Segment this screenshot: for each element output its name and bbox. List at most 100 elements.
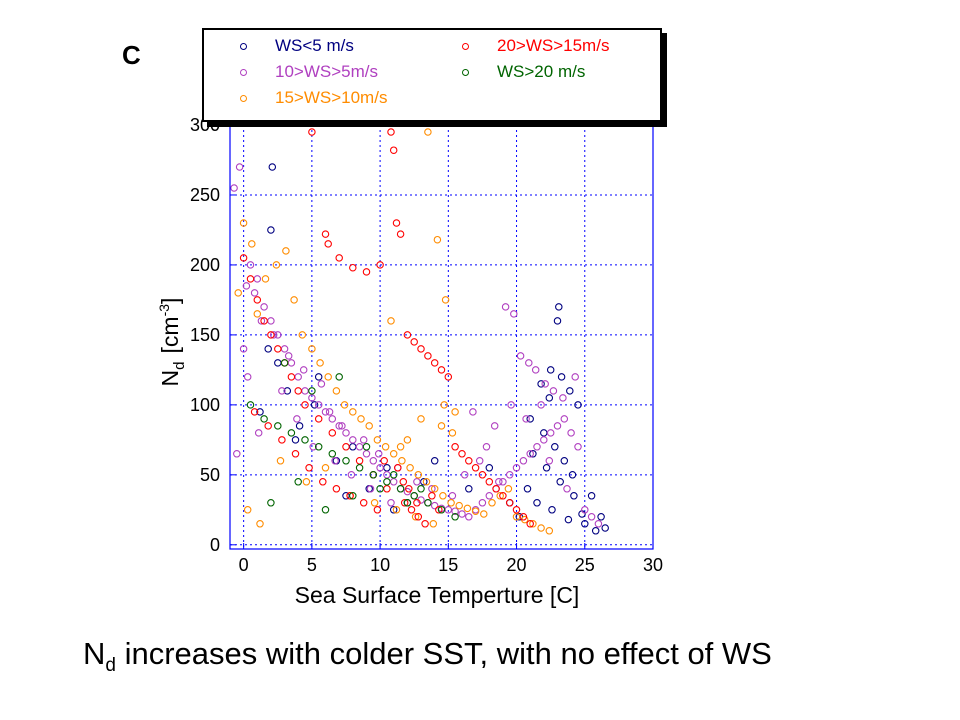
data-point	[581, 506, 589, 514]
data-point	[387, 499, 395, 507]
data-point	[522, 415, 530, 423]
plot-border	[229, 124, 654, 550]
data-point	[290, 296, 298, 304]
data-point	[246, 261, 255, 269]
data-point	[433, 235, 442, 244]
data-point	[591, 527, 600, 535]
panel-label: C	[122, 40, 141, 70]
data-point	[283, 387, 292, 395]
data-point	[362, 268, 371, 276]
data-point	[293, 415, 301, 423]
data-point	[531, 366, 540, 374]
data-point	[523, 485, 532, 493]
data-point	[410, 338, 418, 346]
caption-prefix: N	[83, 636, 106, 671]
x-axis-label: Sea Surface Temperture [C]	[295, 582, 580, 608]
data-point	[542, 464, 551, 472]
data-point	[533, 499, 541, 507]
data-point	[411, 513, 420, 521]
data-point	[439, 492, 447, 500]
data-point	[260, 415, 268, 423]
caption-text: increases with colder SST, with no effec…	[115, 636, 772, 671]
data-point	[437, 422, 446, 430]
data-point	[435, 506, 443, 514]
data-point	[250, 289, 259, 297]
data-point	[403, 499, 412, 507]
data-point	[424, 499, 432, 507]
data-point	[389, 450, 398, 458]
data-point	[505, 471, 514, 479]
data-point	[537, 524, 545, 532]
data-point	[471, 464, 480, 472]
data-point	[396, 230, 405, 238]
data-point	[321, 230, 330, 238]
data-point	[250, 408, 259, 416]
data-point	[485, 492, 494, 500]
y-tick-label: 100	[190, 395, 220, 415]
data-point	[243, 373, 252, 381]
data-point	[294, 478, 302, 486]
data-point	[243, 506, 252, 514]
data-point	[383, 464, 391, 472]
data-point	[405, 485, 413, 493]
y-axis-label-unit-close: ]	[157, 298, 183, 304]
data-point	[284, 352, 293, 360]
data-point	[366, 485, 375, 493]
data-point	[563, 485, 571, 493]
data-point	[557, 373, 566, 381]
data-point	[294, 373, 302, 381]
data-point	[260, 317, 268, 325]
data-point	[501, 303, 510, 311]
data-point	[254, 429, 263, 437]
data-point	[373, 506, 382, 514]
data-point	[526, 450, 534, 458]
data-point	[294, 387, 302, 395]
data-point	[389, 506, 398, 514]
data-point	[499, 492, 507, 500]
data-point	[422, 478, 431, 486]
data-points	[230, 128, 609, 535]
data-point	[537, 380, 545, 388]
data-point	[424, 128, 432, 136]
data-point	[282, 247, 290, 255]
legend-label: 10>WS>5m/s	[275, 62, 378, 81]
data-point	[526, 415, 534, 423]
data-point	[346, 492, 354, 500]
data-point	[488, 499, 496, 507]
data-point	[533, 443, 541, 451]
data-point	[490, 422, 499, 430]
data-point	[256, 520, 264, 528]
data-point	[332, 387, 341, 395]
data-point	[383, 478, 391, 486]
data-point	[451, 443, 459, 451]
data-point	[548, 506, 556, 514]
y-tick-label: 150	[190, 325, 220, 345]
data-point	[319, 478, 327, 486]
data-point	[357, 415, 365, 423]
data-point	[507, 401, 515, 409]
data-point	[525, 359, 533, 367]
data-point	[325, 408, 334, 416]
legend-marker	[240, 69, 247, 77]
data-point	[597, 513, 605, 521]
data-point	[448, 429, 457, 437]
data-point	[380, 457, 388, 465]
data-point	[392, 506, 401, 514]
data-point	[451, 507, 459, 515]
legend-item: WS<5 m/s	[240, 36, 354, 56]
data-point	[340, 401, 349, 409]
data-point	[314, 415, 323, 423]
data-point	[478, 499, 487, 507]
legend-marker	[240, 43, 247, 51]
data-point	[338, 422, 346, 430]
x-tick-label: 30	[643, 555, 663, 575]
data-point	[302, 478, 311, 486]
data-point	[349, 263, 357, 272]
data-point	[335, 254, 343, 262]
data-point	[242, 282, 251, 290]
data-point	[246, 275, 255, 283]
data-point	[421, 520, 429, 528]
data-point	[574, 401, 582, 409]
data-point	[478, 471, 487, 479]
data-point	[233, 450, 241, 458]
